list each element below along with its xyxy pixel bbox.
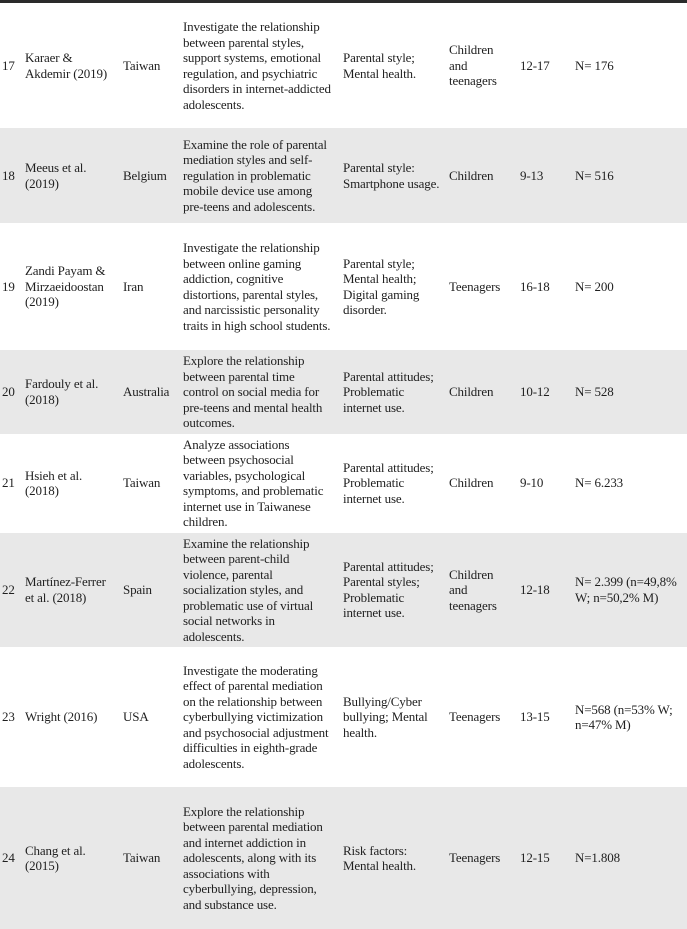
cell-objective: Examine the relationship between parent-…: [181, 533, 341, 648]
cell-population: Children: [447, 350, 518, 434]
cell-age-range: 12-18: [518, 533, 573, 648]
cell-objective: Investigate the relationship between par…: [181, 2, 341, 129]
cell-country: USA: [121, 647, 181, 787]
cell-authors: Fardouly et al. (2018): [23, 350, 121, 434]
cell-age-range: 10-12: [518, 350, 573, 434]
cell-age-range: 16-18: [518, 223, 573, 350]
cell-sample-size: N= 200: [573, 223, 687, 350]
cell-country: Taiwan: [121, 787, 181, 929]
cell-country: Australia: [121, 350, 181, 434]
cell-age-range: 13-15: [518, 647, 573, 787]
cell-objective: Explore the relationship between parenta…: [181, 350, 341, 434]
cell-authors: Hsieh et al. (2018): [23, 434, 121, 533]
cell-authors: Chang et al. (2015): [23, 787, 121, 929]
cell-country: Taiwan: [121, 434, 181, 533]
cell-row-number: 18: [0, 128, 23, 223]
cell-population: Children and teenagers: [447, 533, 518, 648]
cell-population: Children: [447, 128, 518, 223]
cell-row-number: 17: [0, 2, 23, 129]
cell-population: Teenagers: [447, 647, 518, 787]
cell-age-range: 9-10: [518, 434, 573, 533]
cell-objective: Investigate the relationship between onl…: [181, 223, 341, 350]
cell-age-range: 12-15: [518, 787, 573, 929]
cell-country: Spain: [121, 533, 181, 648]
cell-variables: Bullying/Cyber bullying; Mental health.: [341, 647, 447, 787]
cell-age-range: 12-17: [518, 2, 573, 129]
cell-variables: Parental style; Mental health.: [341, 2, 447, 129]
cell-authors: Karaer & Akdemir (2019): [23, 2, 121, 129]
cell-country: Taiwan: [121, 2, 181, 129]
cell-population: Children: [447, 434, 518, 533]
cell-variables: Parental attitudes; Problematic internet…: [341, 434, 447, 533]
cell-row-number: 23: [0, 647, 23, 787]
cell-row-number: 19: [0, 223, 23, 350]
cell-population: Teenagers: [447, 223, 518, 350]
cell-population: Children and teenagers: [447, 2, 518, 129]
cell-sample-size: N=568 (n=53% W; n=47% M): [573, 647, 687, 787]
cell-row-number: 24: [0, 787, 23, 929]
cell-variables: Parental attitudes; Problematic internet…: [341, 350, 447, 434]
cell-authors: Meeus et al. (2019): [23, 128, 121, 223]
cell-variables: Parental style; Mental health; Digital g…: [341, 223, 447, 350]
cell-row-number: 20: [0, 350, 23, 434]
cell-age-range: 9-13: [518, 128, 573, 223]
cell-population: Teenagers: [447, 787, 518, 929]
cell-variables: Parental attitudes; Parental styles; Pro…: [341, 533, 447, 648]
cell-authors: Wright (2016): [23, 647, 121, 787]
cell-sample-size: N= 516: [573, 128, 687, 223]
cell-objective: Analyze associations between psychosocia…: [181, 434, 341, 533]
cell-variables: Risk factors: Mental health.: [341, 787, 447, 929]
cell-objective: Explore the relationship between parenta…: [181, 787, 341, 929]
cell-country: Iran: [121, 223, 181, 350]
cell-sample-size: N= 528: [573, 350, 687, 434]
cell-row-number: 22: [0, 533, 23, 648]
cell-authors: Martínez-Ferrer et al. (2018): [23, 533, 121, 648]
cell-sample-size: N= 176: [573, 2, 687, 129]
cell-country: Belgium: [121, 128, 181, 223]
cell-row-number: 21: [0, 434, 23, 533]
cell-sample-size: N= 6.233: [573, 434, 687, 533]
cell-variables: Parental style: Smartphone usage.: [341, 128, 447, 223]
cell-sample-size: N= 2.399 (n=49,8% W; n=50,2% M): [573, 533, 687, 648]
cell-authors: Zandi Payam & Mirzaeidoostan (2019): [23, 223, 121, 350]
cell-objective: Examine the role of parental mediation s…: [181, 128, 341, 223]
cell-objective: Investigate the moderating effect of par…: [181, 647, 341, 787]
cell-sample-size: N=1.808: [573, 787, 687, 929]
